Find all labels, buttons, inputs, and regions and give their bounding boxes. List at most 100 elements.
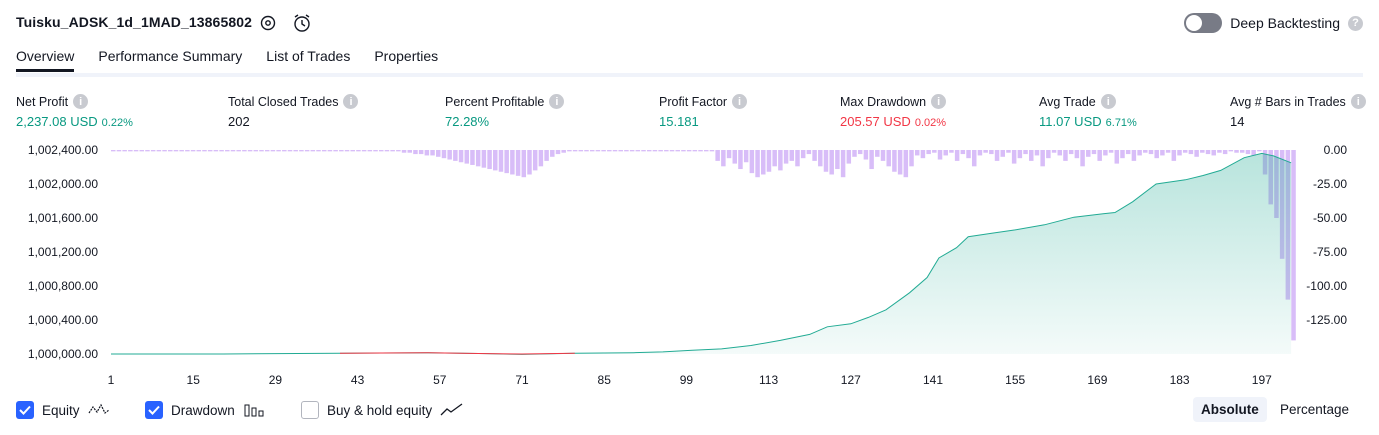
- drawdown-bar: [299, 150, 304, 152]
- stat-percent: 6.71%: [1105, 117, 1137, 129]
- drawdown-bar: [390, 150, 395, 152]
- drawdown-bar: [755, 150, 760, 178]
- stat-avg-trade: Avg Trade i 11.07 USD 6.71%: [1039, 94, 1137, 129]
- drawdown-bar: [1291, 150, 1296, 341]
- buy-hold-legend-icon: [440, 403, 463, 416]
- drawdown-bar: [624, 150, 629, 152]
- deep-backtesting-toggle[interactable]: [1184, 13, 1223, 33]
- drawdown-bar: [789, 150, 795, 161]
- info-icon[interactable]: i: [73, 94, 89, 109]
- drawdown-bar: [635, 150, 641, 152]
- drawdown-bar: [903, 150, 909, 178]
- drawdown-bar: [493, 150, 498, 171]
- drawdown-bar: [356, 150, 361, 152]
- drawdown-bar: [926, 150, 931, 155]
- drawdown-bar: [880, 150, 886, 161]
- right-axis: 0.00 -25.00 -50.00 -75.00 -100.00 -125.00: [1306, 143, 1347, 327]
- drawdown-bar: [869, 150, 874, 170]
- tab-list-of-trades[interactable]: List of Trades: [266, 48, 351, 64]
- absolute-scale-button[interactable]: Absolute: [1193, 397, 1267, 422]
- drawdown-bar: [658, 150, 663, 152]
- drawdown-bar: [943, 150, 948, 156]
- drawdown-bar: [1023, 150, 1028, 155]
- stat-percent: 0.02%: [914, 117, 947, 129]
- drawdown-bar: [1245, 150, 1251, 155]
- drawdown-bar: [247, 150, 253, 152]
- help-icon[interactable]: ?: [1348, 15, 1363, 31]
- stat-percent: 0.22%: [101, 117, 133, 129]
- drawdown-bar: [527, 150, 532, 175]
- drawdown-bar: [253, 150, 259, 152]
- drawdown-bar: [333, 150, 338, 152]
- equity-line-negative: [339, 352, 575, 355]
- drawdown-bar: [1006, 150, 1011, 153]
- drawdown-bar: [1222, 150, 1228, 155]
- legend-equity[interactable]: Equity: [16, 401, 110, 419]
- stat-label: Avg Trade: [1039, 94, 1096, 109]
- x-axis-tick: 15: [187, 373, 201, 387]
- drawdown-bar: [840, 150, 846, 178]
- drawdown-bar: [458, 150, 464, 163]
- drawdown-bar: [692, 150, 698, 152]
- drawdown-bar: [225, 150, 230, 152]
- stat-label: Max Drawdown: [840, 94, 927, 109]
- tab-overview[interactable]: Overview: [16, 48, 75, 72]
- tab-performance-summary[interactable]: Performance Summary: [98, 48, 243, 64]
- alert-clock-icon[interactable]: [291, 12, 313, 34]
- legend-buy-hold[interactable]: Buy & hold equity: [301, 401, 464, 419]
- drawdown-checkbox[interactable]: [145, 401, 163, 419]
- drawdown-bar: [1074, 150, 1080, 159]
- info-icon[interactable]: i: [931, 94, 947, 109]
- equity-checkbox[interactable]: [16, 401, 34, 419]
- drawdown-bar: [396, 150, 401, 152]
- info-icon[interactable]: i: [343, 94, 359, 109]
- drawdown-bar: [287, 150, 293, 152]
- info-icon[interactable]: i: [1100, 94, 1116, 109]
- stat-value: 202: [228, 114, 250, 129]
- drawdown-bar: [413, 150, 418, 155]
- tab-properties[interactable]: Properties: [374, 48, 439, 64]
- drawdown-bar: [1160, 150, 1165, 156]
- drawdown-bar: [179, 150, 184, 152]
- info-icon[interactable]: i: [549, 94, 565, 109]
- drawdown-bar: [629, 150, 635, 152]
- buy-hold-checkbox[interactable]: [301, 401, 319, 419]
- left-axis-tick: 1,000,800.00: [28, 279, 98, 293]
- stat-avg-bars: Avg # Bars in Trades i 14: [1230, 94, 1366, 129]
- drawdown-bar: [607, 150, 612, 152]
- drawdown-bar: [1051, 150, 1057, 153]
- left-axis-tick: 1,001,200.00: [28, 245, 98, 259]
- drawdown-bar: [133, 150, 139, 152]
- drawdown-bar: [863, 150, 869, 160]
- drawdown-bar: [1234, 150, 1239, 153]
- drawdown-bar: [914, 150, 920, 156]
- drawdown-bar: [989, 150, 994, 155]
- equity-line: [111, 152, 1292, 355]
- drawdown-bar: [1217, 150, 1222, 153]
- drawdown-bar: [1137, 150, 1142, 156]
- drawdown-bar: [202, 150, 207, 152]
- drawdown-bar: [1080, 150, 1085, 167]
- x-axis: 1 15 29 43 57 71 85 99 113 127 141 155 169 183 197: [108, 373, 1272, 387]
- drawdown-bar: [504, 150, 509, 174]
- x-axis-tick: 71: [515, 373, 529, 387]
- settings-icon[interactable]: [257, 12, 279, 34]
- drawdown-bar: [795, 150, 800, 167]
- stat-label: Total Closed Trades: [228, 94, 339, 109]
- drawdown-bar: [122, 150, 127, 152]
- stat-value: 15.181: [659, 114, 699, 129]
- percentage-scale-button[interactable]: Percentage: [1280, 402, 1350, 417]
- drawdown-bar: [213, 150, 219, 152]
- legend-drawdown[interactable]: Drawdown: [145, 401, 265, 419]
- drawdown-bar: [1194, 150, 1199, 157]
- stat-percent-profitable: Percent Profitable i 72.28%: [445, 94, 565, 129]
- info-icon[interactable]: i: [732, 94, 748, 109]
- drawdown-bar: [1143, 150, 1148, 153]
- left-axis-tick: 1,002,400.00: [28, 143, 98, 157]
- drawdown-bar: [1000, 150, 1005, 157]
- stat-value: 11.07 USD: [1039, 114, 1102, 129]
- drawdown-bar: [1114, 150, 1120, 164]
- drawdown-bar: [886, 150, 891, 167]
- drawdown-bar: [373, 150, 378, 152]
- info-icon[interactable]: i: [1350, 94, 1366, 109]
